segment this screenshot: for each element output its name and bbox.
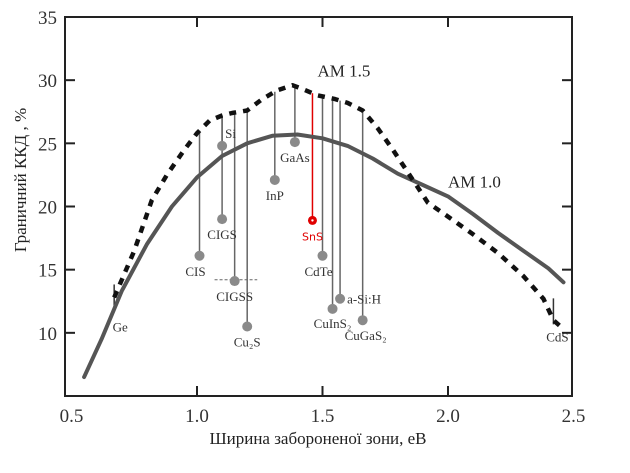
material-drop-lines <box>113 86 555 327</box>
x-tick-label: 2.0 <box>436 406 460 427</box>
x-axis-ticks: 0.5 1.0 1.5 2.0 2.5 <box>60 17 586 427</box>
material-point-inp <box>269 174 280 185</box>
y-tick-label: 30 <box>38 71 57 92</box>
material-point-cu-s <box>242 321 253 332</box>
y-axis-ticks: 10 15 20 25 30 35 <box>38 8 572 345</box>
x-tick-label: 2.5 <box>562 406 586 427</box>
x-axis-title: Ширина забороненої зони, еВ <box>209 429 426 448</box>
material-point-a-si-h <box>335 293 346 304</box>
y-tick-label: 20 <box>38 198 57 219</box>
material-label-cigs: CIGS <box>207 227 237 242</box>
y-tick-label: 15 <box>38 261 57 282</box>
curve-labels: AM 1.5 AM 1.0 <box>317 61 500 191</box>
material-label-gaas: GaAs <box>280 150 310 165</box>
series-am10-line <box>82 132 566 380</box>
y-tick-label: 25 <box>38 134 57 155</box>
y-tick-label: 35 <box>38 8 57 29</box>
material-point-si <box>217 140 228 151</box>
material-label-inp: InP <box>266 188 284 203</box>
material-point-cigs <box>217 214 228 225</box>
material-point-cugas <box>357 315 368 326</box>
y-axis-title: Граничний ККД , % <box>11 108 30 252</box>
material-markers: Ge CIS Si CIGS CIGSS Cu₂S InP GaAs SnS CdTe CuInS₂… <box>113 126 569 350</box>
material-point-cdte <box>317 250 328 261</box>
curve-label-am-1-5: AM 1.5 <box>317 61 370 80</box>
material-label-a-si-h: a-Si:H <box>347 292 381 307</box>
material-label-cdte: CdTe <box>305 264 333 279</box>
material-label-cuins: CuInS₂ <box>314 316 352 331</box>
series-curves <box>82 82 566 380</box>
material-label-cigss: CIGSS <box>216 289 253 304</box>
material-label-cu-s: Cu₂S <box>234 335 261 350</box>
material-label-cis: CIS <box>185 264 205 279</box>
x-tick-label: 1.0 <box>185 406 209 427</box>
material-point-gaas <box>289 137 300 148</box>
material-point-cuins <box>327 303 338 314</box>
material-label-cds: CdS <box>546 329 568 344</box>
material-point-cigss <box>229 276 240 287</box>
x-tick-label: 0.5 <box>60 406 84 427</box>
material-point-center-sns <box>311 219 314 222</box>
curve-label-am-1-0: AM 1.0 <box>448 173 501 192</box>
x-tick-label: 1.5 <box>311 406 335 427</box>
series-am15-line <box>112 82 565 331</box>
y-tick-label: 10 <box>38 324 57 345</box>
material-label-sns: SnS <box>302 230 323 243</box>
material-point-cis <box>194 250 205 261</box>
material-label-cugas: CuGaS₂ <box>345 328 387 343</box>
material-label-ge: Ge <box>113 319 128 334</box>
material-label-si: Si <box>225 126 236 141</box>
